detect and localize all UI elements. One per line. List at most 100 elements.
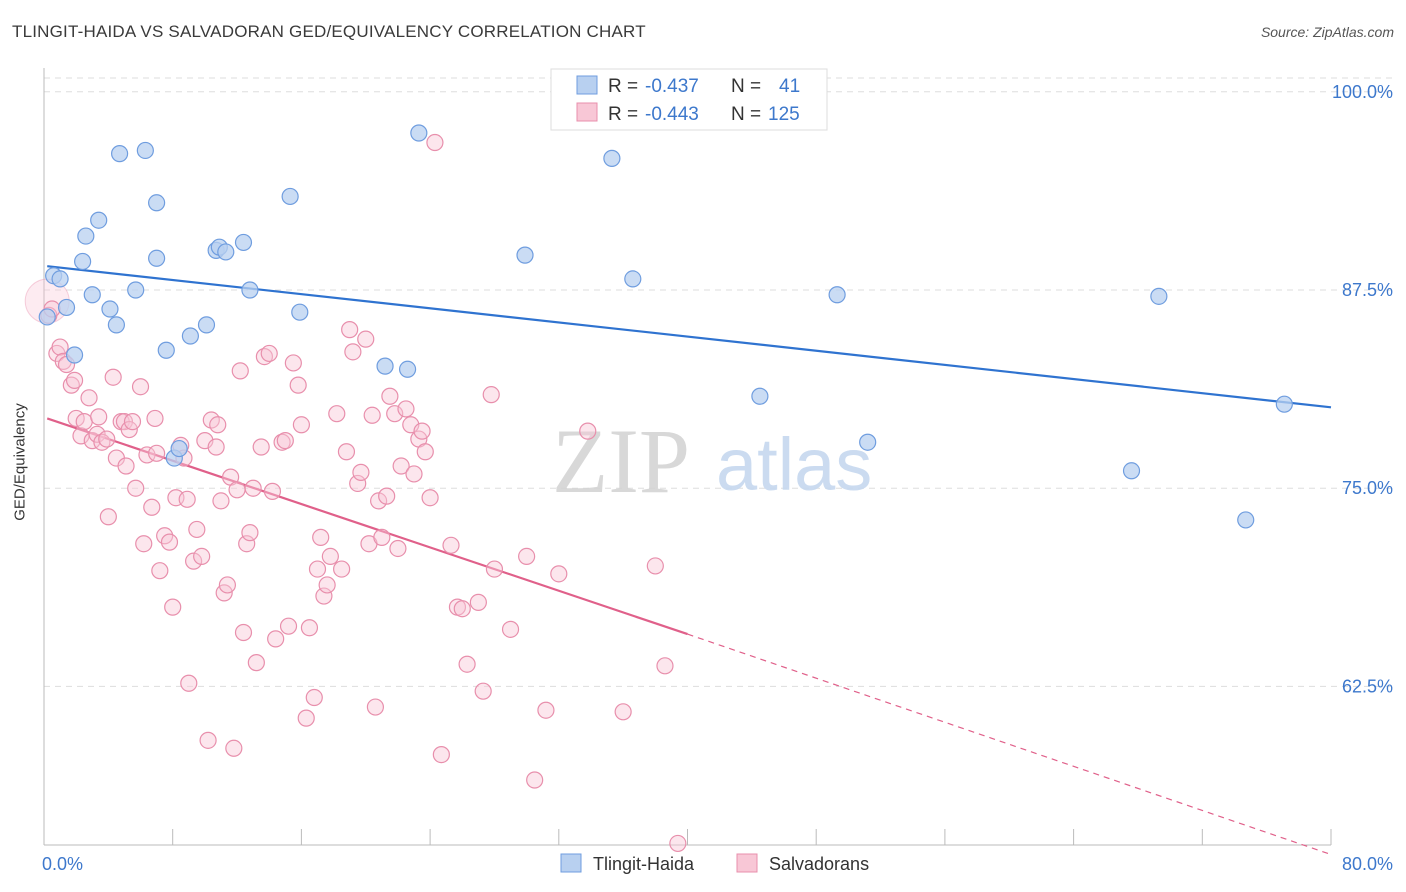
axes: [43, 68, 1332, 846]
salvadorans-point: [234, 623, 253, 642]
tlingit-haida-point: [197, 316, 216, 334]
watermark-zip: ZIP: [552, 410, 690, 512]
salvadorans-point: [518, 547, 536, 566]
tlingit-haida-point: [148, 249, 166, 267]
salvadorans-point: [352, 463, 370, 481]
tlingit-haida-point: [157, 341, 175, 359]
salvadorans-point: [458, 655, 476, 673]
tlingit-haida-point: [603, 149, 621, 167]
salvadorans-point: [349, 474, 367, 493]
tlingit-haida-point: [65, 346, 84, 364]
source-label: Source: ZipAtlas.com: [1260, 24, 1394, 40]
tlingit-haida-point: [127, 281, 145, 299]
salvadorans-point: [344, 343, 362, 361]
tlingit-haida-point: [291, 303, 309, 321]
salvadorans-point: [305, 688, 323, 707]
salvadorans-point: [238, 535, 256, 553]
salvadorans-point: [98, 430, 116, 448]
tlingit-haida-point: [1237, 511, 1255, 529]
legend-n-label: N =: [731, 104, 761, 125]
salvadorans-point: [421, 489, 439, 507]
salvadorans-point: [225, 739, 243, 757]
tlingit-haida-point: [828, 286, 846, 304]
salvadorans-point: [381, 387, 399, 405]
salvadorans-point: [80, 389, 98, 407]
legend-swatch-blue: [576, 75, 598, 95]
salvadorans-point: [292, 416, 310, 434]
salvadorans-point: [199, 731, 217, 749]
salvadorans-point: [279, 617, 298, 635]
salvadorans-point: [550, 565, 568, 583]
salvadorans-point: [75, 413, 93, 431]
salvadorans-point: [135, 535, 153, 553]
salvadorans-point: [244, 479, 262, 497]
tlingit-haida-point: [398, 360, 417, 378]
salvadorans-point: [386, 405, 404, 423]
salvadorans-point: [389, 539, 407, 558]
salvadorans-point: [188, 520, 206, 539]
legend-n-value: 41: [779, 76, 800, 97]
tlingit-haida-point: [376, 357, 394, 375]
salvadorans-point: [62, 376, 80, 394]
tlingit-haida-point: [241, 281, 259, 299]
tlingit-haida-point: [111, 145, 129, 163]
y-tick-label: 100.0%: [1332, 82, 1393, 102]
salvadorans-point: [255, 348, 273, 366]
salvadorans-point: [392, 457, 410, 475]
salvadorans-point: [656, 657, 674, 675]
salvadorans-point: [209, 416, 227, 434]
salvadorans-point: [579, 422, 597, 440]
salvadorans-point: [474, 682, 492, 700]
salvadorans-point: [148, 444, 166, 462]
salvadorans-point: [308, 560, 327, 578]
tlingit-haida-point: [170, 439, 188, 458]
salvadorans-point: [260, 344, 278, 363]
salvadorans-point: [212, 492, 230, 510]
y-tick-label: 62.5%: [1342, 676, 1393, 696]
salvadorans-point: [426, 133, 444, 152]
tlingit-haida-point: [136, 141, 154, 160]
salvadorans-point: [501, 620, 520, 638]
salvadorans-point: [284, 354, 302, 372]
salvadorans-point: [378, 487, 396, 505]
watermark-atlas: atlas: [716, 423, 872, 506]
legend-r-value: -0.443: [645, 104, 699, 125]
salvadorans-point: [363, 406, 381, 424]
salvadorans-point: [93, 433, 111, 451]
salvadorans-point: [218, 576, 236, 594]
tlingit-haida-point: [624, 270, 642, 288]
series-legend: Tlingit-Haida Salvadorans: [560, 853, 869, 874]
salvadorans-point: [669, 834, 687, 853]
salvadorans-point: [90, 408, 108, 426]
legend-n-value: 125: [768, 104, 800, 125]
salvadorans-point: [337, 443, 356, 461]
salvadorans-point: [131, 378, 150, 396]
tlingit-haida-point: [107, 316, 125, 334]
tlingit-haida-point: [751, 387, 769, 405]
x-tick-label: 80.0%: [1342, 854, 1393, 874]
salvadorans-point: [123, 413, 142, 431]
chart-title: TLINGIT-HAIDA VS SALVADORAN GED/EQUIVALE…: [12, 22, 646, 41]
tlingit-haida-point: [57, 298, 76, 317]
legend-label-salvadorans: Salvadorans: [769, 854, 869, 874]
salvadorans-point: [453, 600, 471, 618]
tlingit-haida-point: [1150, 287, 1168, 305]
salvadorans-point: [357, 330, 375, 348]
legend-r-label: R =: [608, 104, 638, 125]
legend-r-value: -0.437: [645, 76, 699, 97]
salvadorans-point: [151, 562, 169, 580]
tlingit-haida-point: [90, 211, 108, 229]
salvadorans-point: [263, 482, 282, 500]
salvadorans-point: [333, 560, 351, 578]
tlingit-haida-point: [83, 286, 101, 304]
tick-labels: 62.5% 75.0% 87.5% 100.0% 0.0% 80.0%: [42, 82, 1393, 874]
tlingit-haida-point: [101, 300, 119, 318]
salvadorans-point: [164, 598, 182, 616]
salvadorans-point: [312, 528, 330, 546]
tlingit-haida-point: [51, 270, 69, 288]
salvadorans-point: [297, 709, 315, 727]
salvadorans-point: [99, 508, 117, 526]
tlingit-haida-point: [234, 233, 253, 252]
salvadorans-point: [178, 490, 196, 508]
salvadorans-point: [276, 432, 294, 450]
